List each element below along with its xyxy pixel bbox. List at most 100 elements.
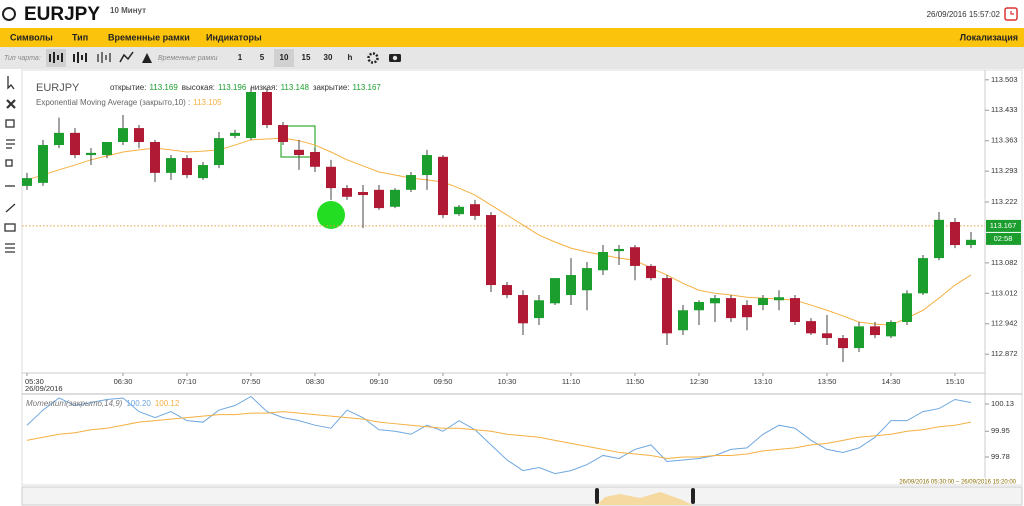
clone-tool[interactable] [5,159,13,167]
ohlc-value: 113.167 [353,83,382,92]
ema-line [26,137,972,326]
x-tick-label: 09:50 [434,377,453,386]
candle-body [534,300,544,319]
date-label: 26/09/2016 [25,384,63,393]
sidebar [4,76,16,253]
candle-body [198,165,208,179]
candle-body [518,295,528,324]
zoom-tool[interactable] [5,119,15,128]
candle-body [630,247,640,266]
candle-body [182,158,192,176]
chart-type-icons [46,49,401,67]
candle-body [358,192,368,196]
y-tick-label: 100.13 [991,399,1014,408]
last-price-label: 113.167 [990,221,1017,230]
momentum-info: Momentum(закрыто,14,9) 100.20 100.12 [26,399,180,408]
y-tick-label: 113.293 [991,166,1018,175]
ema-value: 113.105 [193,98,222,107]
candle-body [614,248,624,252]
x-tick-label: 13:10 [754,377,773,386]
toolbar-label: Временные рамки [158,55,218,62]
ema-label: Exponential Moving Average (закрыто,10) … [36,98,190,107]
timeframe-button[interactable]: h [348,53,353,62]
candle-body [150,142,160,173]
y-tick-label: 113.082 [991,258,1018,267]
x-tick-label: 08:30 [306,377,325,386]
candle-body [966,239,976,246]
timeframe-button[interactable]: 30 [324,53,333,62]
candle-body [102,142,112,156]
line-tool[interactable] [5,203,16,213]
y-tick-label: 113.012 [991,288,1018,297]
timeframe-button[interactable]: 15 [302,53,311,62]
chart-symbol: EURJPY [36,82,80,94]
candle-body [214,138,224,166]
icon[interactable] [73,52,87,63]
y-tick-label: 113.503 [991,75,1018,84]
candle-body [710,298,720,304]
ohlc-value: 113.196 [218,83,247,92]
candle-body [886,322,896,337]
timeframe-button[interactable]: 1 [238,53,243,62]
circle-annotation[interactable] [317,201,345,229]
candle-body [326,166,336,189]
menu-tool[interactable] [5,243,15,253]
momentum-line [26,395,972,475]
candle-body [502,285,512,296]
candle-body [86,152,96,156]
candle-body [838,338,848,349]
candle-body [70,132,80,156]
candle-body [582,268,592,291]
x-tick-label: 06:30 [114,377,133,386]
menu-item[interactable]: Временные рамки [108,32,190,42]
candle-body [294,149,304,156]
fib-tool[interactable] [6,139,15,149]
icon[interactable] [97,52,111,63]
cursor-tool[interactable] [7,76,15,90]
ohlc-label: закрытие: [313,83,350,92]
y-tick-label: 113.222 [991,197,1018,206]
camera-lens [392,55,398,61]
header [0,0,1024,28]
candle-body [806,321,816,334]
icon[interactable] [142,53,152,63]
candle-body [758,298,768,306]
ohlc-value: 113.169 [149,83,178,92]
navigator[interactable] [21,486,1023,506]
candle-body [422,155,432,176]
timeframe-button[interactable]: 5 [260,53,265,62]
navigator-handle[interactable] [691,488,695,504]
candle-body [726,298,736,319]
candle-body [406,175,416,190]
menu-item[interactable]: Тип [72,32,88,42]
toolbar-label: Тип чарта: [4,55,41,62]
candle-body [470,204,480,216]
x-tick-label: 11:50 [626,377,644,386]
y-tick-label: 113.433 [991,105,1018,114]
menu-item[interactable]: Символы [10,32,53,42]
candle-body [646,265,656,279]
icon[interactable] [119,51,134,63]
candle-body [486,215,496,286]
datetime: 26/09/2016 15:57:02 [927,10,1001,19]
menu-bar [0,28,1024,47]
menu-item[interactable]: Индикаторы [206,32,262,42]
rect-tool[interactable] [4,223,16,232]
delete-tool[interactable] [6,99,16,109]
candle-body [870,326,880,336]
candle-body [550,278,560,304]
candle-body [262,92,272,126]
candle-body [950,222,960,246]
momentum-line [26,411,972,459]
y-tick-label: 99.95 [991,426,1010,435]
navigator-handle[interactable] [595,488,599,504]
candle-body [694,302,704,311]
candle-body [438,156,448,216]
settings-icon[interactable] [367,52,379,64]
timeframe-button[interactable]: 10 [280,53,289,62]
candle-body [374,189,384,209]
candle-body [38,145,48,183]
candle-body [230,132,240,136]
menu-item[interactable]: Локализация [960,32,1018,42]
